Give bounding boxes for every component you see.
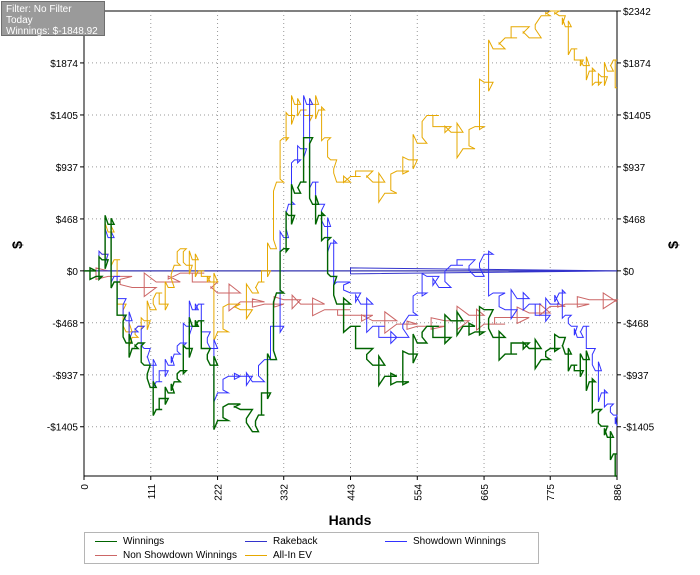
legend-label: Winnings xyxy=(123,536,165,547)
x-tick-label: 0 xyxy=(80,484,91,490)
y-tick-label: $937 xyxy=(56,163,79,174)
y-tick-label: $1874 xyxy=(50,59,78,70)
period-text: Today xyxy=(6,15,33,26)
y-tick-label: $937 xyxy=(623,163,646,174)
legend-item-all-in-ev: All-In EV xyxy=(245,550,312,561)
y-tick-label: $0 xyxy=(67,267,79,278)
y-tick-label: $1405 xyxy=(623,111,651,122)
legend-item-rakeback: Rakeback xyxy=(245,536,317,547)
legend-label: Showdown Winnings xyxy=(413,536,506,547)
legend-item-winnings: Winnings xyxy=(95,536,164,547)
y-tick-label: $468 xyxy=(623,215,646,226)
y-tick-label: $2342 xyxy=(623,7,651,18)
filter-info-box: Filter: No Filter Today Winnings: $-1848… xyxy=(1,1,105,37)
x-tick-label: 554 xyxy=(413,484,424,501)
filter-text: Filter: No Filter xyxy=(6,4,72,15)
x-tick-label: 332 xyxy=(280,484,291,501)
legend-swatch xyxy=(95,541,117,542)
x-axis-label: Hands xyxy=(329,512,372,528)
y-axis-label-left: $ xyxy=(9,241,25,249)
x-tick-label: 443 xyxy=(347,484,358,501)
x-tick-label: 886 xyxy=(613,484,624,501)
y-tick-label: -$1405 xyxy=(47,423,79,434)
y-tick-label: $468 xyxy=(56,215,79,226)
legend-swatch xyxy=(95,555,117,556)
y-tick-label: $1874 xyxy=(623,59,651,70)
y-axis-label-right: $ xyxy=(665,241,681,249)
grid xyxy=(83,10,618,477)
x-ticks: 0 111 222 332 443 554 665 775 886 xyxy=(80,476,624,501)
x-tick-label: 111 xyxy=(147,484,158,500)
y-tick-label: $0 xyxy=(623,267,635,278)
x-tick-label: 775 xyxy=(546,484,557,501)
y-ticks-right: $2342 $1874 $1405 $937 $468 $0 -$468 -$937 -$140… xyxy=(617,7,655,434)
series-line-winnings xyxy=(84,137,617,477)
y-tick-label: -$937 xyxy=(623,371,649,382)
legend-swatch xyxy=(245,555,267,556)
series-lines xyxy=(84,10,619,477)
series-line-all-in-ev xyxy=(84,10,617,347)
legend-label: Rakeback xyxy=(273,536,318,547)
x-tick-label: 222 xyxy=(214,484,225,501)
legend-label: All-In EV xyxy=(273,550,312,561)
y-tick-label: -$1405 xyxy=(623,423,655,434)
legend-item-showdown-winnings: Showdown Winnings xyxy=(385,536,506,547)
series-line-showdown-winnings xyxy=(84,95,618,427)
y-tick-label: $1405 xyxy=(50,111,78,122)
y-tick-label: -$937 xyxy=(52,371,78,382)
y-ticks-left: $1874 $1405 $937 $468 $0 -$468 -$937 -$1405 xyxy=(47,59,84,434)
series-line-rakeback xyxy=(84,267,618,275)
legend: Winnings Rakeback Showdown Winnings Non … xyxy=(84,532,539,564)
legend-label: Non Showdown Winnings xyxy=(123,550,237,561)
x-tick-label: 665 xyxy=(480,484,491,501)
winnings-text: Winnings: $-1848.92 xyxy=(6,26,98,37)
series-line-non-showdown-winnings xyxy=(84,267,619,335)
y-tick-label: -$468 xyxy=(623,319,649,330)
legend-swatch xyxy=(385,541,407,542)
legend-swatch xyxy=(245,541,267,542)
legend-item-non-showdown-winnings: Non Showdown Winnings xyxy=(95,550,237,561)
y-tick-label: -$468 xyxy=(52,319,78,330)
